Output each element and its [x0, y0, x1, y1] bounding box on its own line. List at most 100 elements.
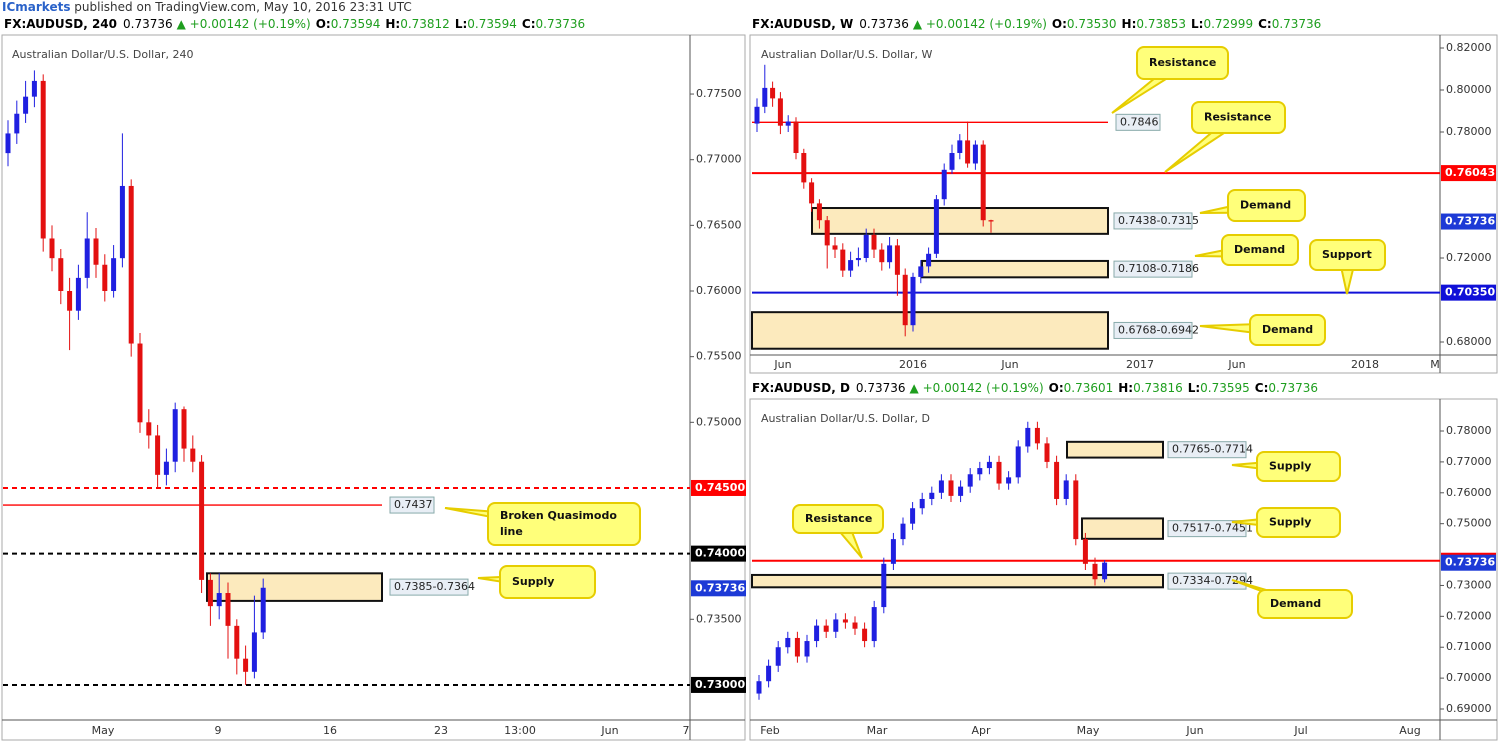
candle-body	[918, 266, 924, 277]
level-label-bg	[389, 496, 435, 514]
y-tick-label: 0.72000	[1446, 251, 1492, 264]
y-tick-label: 0.76000	[1446, 486, 1492, 499]
candle-body	[1063, 480, 1069, 499]
zone-label-bg	[1113, 260, 1193, 278]
candle-body	[902, 274, 908, 326]
price-tag: 0.73736	[1441, 213, 1496, 230]
candle-body	[785, 637, 791, 648]
candle-body	[777, 98, 783, 126]
y-tick-label: 0.69000	[1446, 702, 1492, 715]
quote-label: O:	[316, 17, 331, 31]
candle-body	[75, 277, 81, 311]
zone	[206, 572, 383, 602]
x-tick-label: 23	[434, 724, 448, 737]
price-tag-label: 0.70350	[1445, 286, 1495, 299]
candle-body	[890, 539, 896, 564]
publish-line: ICmarkets published on TradingView.com, …	[2, 0, 412, 14]
y-tick-label: 0.77500	[696, 87, 742, 100]
price-tag-label: 0.74000	[695, 547, 745, 560]
zone-label: 0.7334-0.7294	[1172, 574, 1253, 587]
x-tick-label: 9	[215, 724, 222, 737]
candle-body	[972, 144, 978, 164]
x-tick-label: 16	[323, 724, 337, 737]
price-tag-bg	[1441, 213, 1496, 230]
level-label-bg	[1115, 113, 1161, 131]
candle-body	[871, 607, 877, 642]
zone	[811, 207, 1109, 235]
callout-text: Supply	[1269, 516, 1311, 529]
legend-line: FX:AUDUSD, D 0.73736 ▲ +0.00142 (+0.19%) O:…	[752, 381, 1318, 395]
callout-box	[1309, 239, 1386, 271]
x-tick-label: Feb	[760, 724, 779, 737]
x-tick-label: Mar	[867, 724, 888, 737]
candle-body	[67, 291, 73, 311]
callout-box	[499, 565, 596, 599]
callout-box	[1257, 589, 1353, 619]
zone	[1066, 440, 1164, 459]
callout-text: Support	[1322, 248, 1372, 261]
callout-box	[792, 504, 884, 534]
symbol: FX:AUDUSD, W	[752, 17, 853, 31]
publish-text: published on TradingView.com, May 10, 20…	[74, 0, 411, 14]
candle-body	[1092, 563, 1098, 580]
callout-text: Supply	[1269, 460, 1311, 473]
x-tick-label: Jul	[1293, 724, 1307, 737]
candle-body	[833, 619, 839, 632]
x-tick-label: Jun	[1227, 358, 1245, 371]
price-tag-label: 0.74500	[695, 481, 745, 494]
y-tick-label: 0.77000	[1446, 455, 1492, 468]
callout-text: Resistance	[1204, 111, 1271, 124]
legend-line: FX:AUDUSD, 240 0.73736 ▲ +0.00142 (+0.19%)…	[4, 17, 585, 31]
price-tag-bg	[691, 479, 746, 496]
callout-box	[487, 502, 641, 546]
candle-body	[933, 199, 939, 254]
candle-body	[965, 140, 971, 164]
callout-box	[1227, 189, 1306, 222]
zone-label-bg	[389, 578, 469, 596]
zone	[751, 573, 1164, 589]
quote-value: 0.73594	[331, 17, 381, 31]
price-tag-label: 0.73736	[1445, 556, 1495, 569]
change: ▲ +0.00142 (+0.19%)	[910, 381, 1044, 395]
candle-body	[234, 625, 240, 659]
candle-body	[848, 260, 854, 271]
symbol: FX:AUDUSD, 240	[4, 17, 117, 31]
quote-label: C:	[1255, 381, 1269, 395]
price-tag-bg	[1441, 554, 1496, 571]
quote-value: 0.73594	[467, 17, 517, 31]
callout-text: Demand	[1240, 199, 1291, 212]
candle-body	[824, 220, 830, 246]
candle-body	[762, 87, 768, 107]
candle-body	[128, 185, 134, 344]
candle-body	[137, 343, 143, 423]
price-tag-bg	[691, 580, 746, 597]
x-tick-label: 13:00	[504, 724, 536, 737]
candle-body	[163, 461, 169, 475]
callout-box	[1191, 101, 1286, 134]
candle-body	[181, 409, 187, 449]
candle-body	[207, 579, 213, 607]
symbol: FX:AUDUSD, D	[752, 381, 850, 395]
x-tick-label: 2018	[1351, 358, 1379, 371]
change: ▲ +0.00142 (+0.19%)	[913, 17, 1047, 31]
y-tick-label: 0.72000	[1446, 609, 1492, 622]
x-tick-label: Apr	[971, 724, 991, 737]
y-tick-label: 0.68000	[1446, 335, 1492, 348]
candle-body	[84, 238, 90, 278]
y-tick-label: 0.82000	[1446, 41, 1492, 54]
candle-body	[855, 257, 861, 261]
candle-body	[980, 144, 986, 221]
candle-body	[840, 249, 846, 271]
candle-body	[958, 486, 964, 496]
callout-box	[1256, 507, 1341, 538]
y-tick-label: 0.75500	[696, 350, 742, 363]
zone	[1081, 517, 1164, 540]
candle-body	[894, 245, 900, 275]
candle-body	[967, 474, 973, 487]
callout-text: Broken Quasimodo line	[500, 509, 617, 538]
x-tick-label: 7	[683, 724, 690, 737]
candle-body	[1015, 446, 1021, 478]
zone-label-bg	[1113, 212, 1193, 230]
candle-body	[852, 622, 858, 629]
candle-body	[949, 152, 955, 170]
